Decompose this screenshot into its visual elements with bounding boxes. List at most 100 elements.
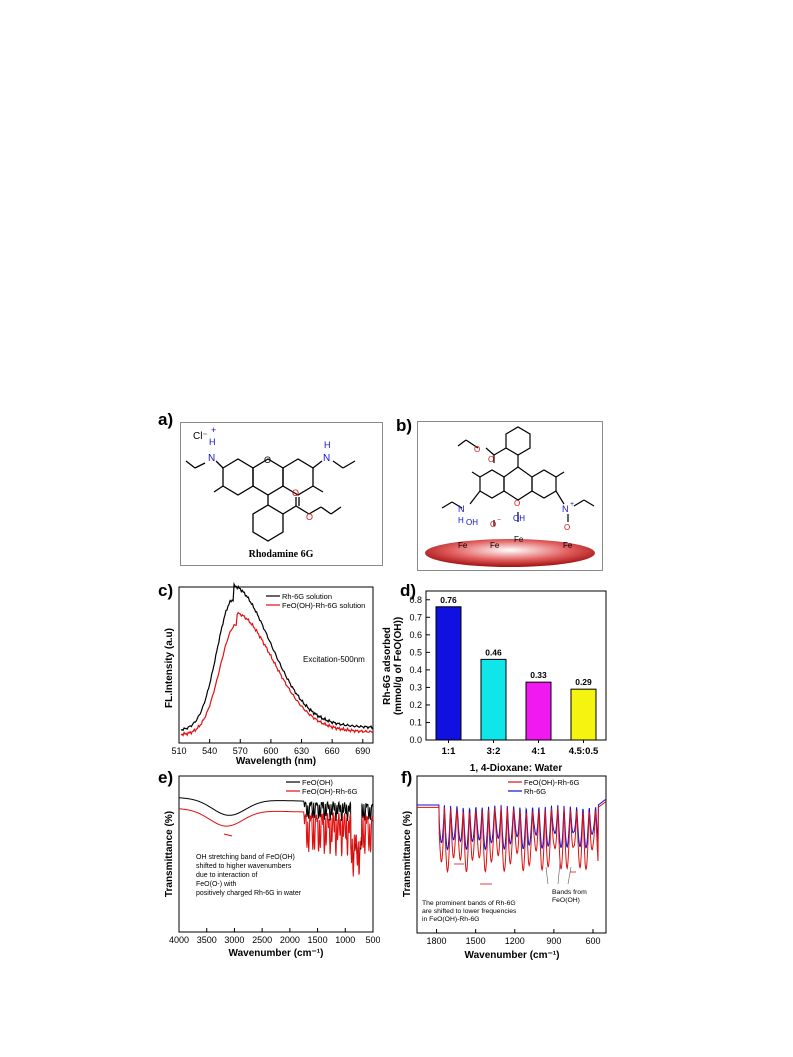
x-tick-label: 3500 xyxy=(197,935,217,945)
h-right-label: H xyxy=(324,440,331,450)
bands-line-1: Bands from xyxy=(552,889,587,896)
note-line-3: in FeO(OH)-Rh-6G xyxy=(422,916,479,923)
bar-value-label: 0.76 xyxy=(440,595,457,605)
shift-arrows xyxy=(454,863,576,885)
fluorescence-chart: 510 540 570 600 630 660 690 Rh-6G solution FeO… xyxy=(164,581,374,767)
x-tick-label: 4000 xyxy=(169,935,189,945)
ftir-rh6g-chart: 1800 1500 1200 900 600 FeO(OH)-Rh-6G Rh-6G T… xyxy=(402,775,607,961)
bands-line-2: FeO(OH) xyxy=(552,897,580,904)
note-line-1: OH stretching band of FeO(OH) xyxy=(196,854,295,861)
o-minus-label: O xyxy=(490,520,496,529)
ring-oxygen-label: O xyxy=(264,455,271,465)
x-tick-label: 1500 xyxy=(466,936,486,946)
legend-label-rh6g: Rh-6G xyxy=(524,787,546,796)
y-tick-label: 0.0 xyxy=(409,735,422,745)
o-right-label: O xyxy=(564,523,570,532)
legend-label-feooh: FeO(OH)-Rh-6G solution xyxy=(282,601,365,610)
panel-label-f: f) xyxy=(401,768,413,787)
n-right-charge: + xyxy=(570,501,574,508)
adsorption-scheme-frame: O O O N H N + OH O − OH O Fe Fe Fe Fe xyxy=(417,421,603,571)
panel-label-e: e) xyxy=(158,768,174,787)
x-tick-label: 1200 xyxy=(505,936,525,946)
plot-frame xyxy=(416,775,607,934)
legend-label-feooh-rh6g: FeO(OH)-Rh-6G xyxy=(302,787,358,796)
legend: Rh-6G solution FeO(OH)-Rh-6G solution xyxy=(266,592,365,610)
note-line-4: FeO(O-) with xyxy=(196,881,237,888)
series-line-rh6g xyxy=(417,798,607,851)
category-label: 4:1 xyxy=(532,746,546,757)
x-tick-label: 660 xyxy=(325,746,340,756)
y-tick-label: 0.4 xyxy=(409,665,422,675)
adsorption-scheme: O O O N H N + OH O − OH O Fe Fe Fe Fe xyxy=(425,426,595,567)
y-tick-label: 0.1 xyxy=(409,717,422,727)
adsorption-bar-chart: 0.0 0.1 0.2 0.3 0.4 0.5 0.6 0.7 0.8 0.76 1:1 0.46 3… xyxy=(382,590,607,774)
fe-label-3: Fe xyxy=(514,535,524,544)
oh-mid-label: OH xyxy=(513,514,525,523)
x-tick-label: 1500 xyxy=(308,935,328,945)
panel-label-b: b) xyxy=(396,416,413,435)
band-pointer-1 xyxy=(545,866,549,885)
y-tick-label: 0.2 xyxy=(409,700,422,710)
legend-label-feooh-rh6g: FeO(OH)-Rh-6G xyxy=(524,778,580,787)
y-axis-label-line-1: Rh-6G adsorbed xyxy=(382,627,393,705)
ester-oxygen-2: O xyxy=(474,445,480,454)
feooh-surface xyxy=(425,539,595,567)
o-minus-charge: − xyxy=(497,517,501,524)
x-tick-label: 1800 xyxy=(427,936,447,946)
note-line-5: positively charged Rh-6G in water xyxy=(196,890,302,897)
bar-value-label: 0.29 xyxy=(575,677,592,687)
y-tick-label: 0.5 xyxy=(409,647,422,657)
x-tick-label: 570 xyxy=(233,746,248,756)
x-tick-label: 510 xyxy=(171,746,186,756)
bar xyxy=(525,681,552,741)
x-tick-label: 2000 xyxy=(280,935,300,945)
bar xyxy=(480,658,507,741)
n-right-label: N xyxy=(323,453,330,464)
x-tick-label: 500 xyxy=(365,935,380,945)
x-tick-label: 600 xyxy=(585,936,600,946)
y-tick-label: 0.8 xyxy=(409,595,422,605)
bar xyxy=(570,688,597,741)
note-line-1: The prominent bands of Rh-6G xyxy=(422,900,516,907)
band-pointer-3 xyxy=(567,866,572,885)
y-tick-label: 0.3 xyxy=(409,682,422,692)
n-left-label: N xyxy=(208,453,215,464)
plot-frame xyxy=(178,775,374,933)
x-axis-label: 1, 4-Dioxane: Water xyxy=(470,763,563,774)
ester-oxygen-1: O xyxy=(488,455,494,464)
oh-shift-note: OH stretching band of FeO(OH) shifted to… xyxy=(196,854,302,897)
h-left-label: H xyxy=(209,437,216,447)
rh6g-shift-note: The prominent bands of Rh-6G are shifted… xyxy=(422,900,517,923)
y-axis-label-line-2: (mmol/g of FeO(OH)) xyxy=(393,617,404,715)
plot-frame xyxy=(425,590,607,741)
series-line-feooh xyxy=(179,797,374,863)
x-axis-label: Wavelength (nm) xyxy=(236,756,316,767)
y-axis-label: Transmittance (%) xyxy=(164,811,175,897)
note-line-2: shifted to higher wavenumbers xyxy=(196,863,292,870)
y-tick-label: 0.7 xyxy=(409,612,422,622)
x-tick-label: 540 xyxy=(202,746,217,756)
rhodamine-6g-structure: Cl⁻ + H N H N O O O Rhodamine 6G xyxy=(185,425,356,560)
x-axis-label: Wavenumber (cm⁻¹) xyxy=(465,950,560,961)
legend-label-feooh: FeO(OH) xyxy=(302,778,333,787)
series-line-feooh-rh6g xyxy=(180,611,374,737)
shift-arrow xyxy=(223,833,233,837)
x-tick-label: 2500 xyxy=(252,935,272,945)
fe-label-2: Fe xyxy=(490,541,500,550)
oh-left-label: OH xyxy=(466,518,478,527)
ester-oxygen-2: O xyxy=(306,512,313,522)
legend: FeO(OH)-Rh-6G Rh-6G xyxy=(508,778,580,796)
x-axis-label: Wavenumber (cm⁻¹) xyxy=(229,948,324,959)
series-line-feooh-rh6g xyxy=(179,808,374,877)
charge-label: + xyxy=(211,425,216,435)
x-tick-label: 690 xyxy=(355,746,370,756)
category-label: 4.5:0.5 xyxy=(569,746,599,757)
ester-oxygen-1: O xyxy=(292,488,299,498)
note-line-3: due to interaction of xyxy=(196,872,258,879)
panel-label-c: c) xyxy=(158,581,174,600)
x-tick-label: 900 xyxy=(546,936,561,946)
x-tick-label: 3000 xyxy=(224,935,244,945)
feooh-band-pointers xyxy=(545,861,572,885)
n-right-label: N xyxy=(562,504,569,514)
bar xyxy=(435,606,462,741)
